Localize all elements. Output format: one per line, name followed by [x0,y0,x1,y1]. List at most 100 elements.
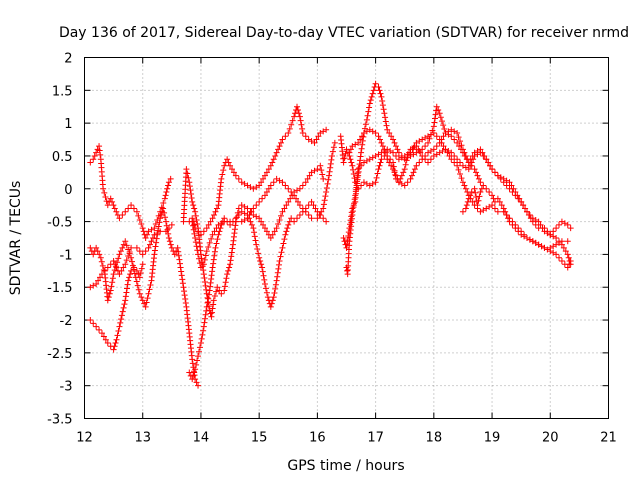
data-point-marker [203,248,210,255]
data-point-marker [146,286,153,293]
data-point-marker [288,121,295,128]
data-point-marker [212,244,219,251]
data-point-marker [318,208,325,215]
data-point-marker [162,214,169,221]
data-point-marker [520,202,527,209]
data-point-marker [93,149,100,156]
data-point-marker [279,208,286,215]
data-point-marker [328,156,335,163]
data-point-marker [516,195,523,202]
data-point-marker [153,235,160,242]
data-point-marker [431,115,438,122]
data-point-marker [475,175,482,182]
data-point-marker [395,179,402,186]
data-point-marker [320,201,327,208]
data-point-marker [213,240,220,247]
data-point-marker [270,179,277,186]
data-point-marker [369,90,376,97]
data-point-marker [347,146,354,153]
data-point-marker [437,114,444,121]
data-point-marker [487,162,494,169]
data-point-marker [247,218,254,225]
data-point-marker [93,323,100,330]
data-point-marker [390,149,397,156]
data-point-marker [353,184,360,191]
data-point-marker [260,175,267,182]
data-point-marker [214,284,221,291]
grid [84,57,609,419]
data-point-marker [413,143,420,150]
data-point-marker [139,261,146,268]
data-point-marker [288,215,295,222]
data-point-marker [269,159,276,166]
data-point-marker [291,113,298,120]
data-point-marker [165,182,172,189]
data-point-marker [197,340,204,347]
data-point-marker [331,139,338,146]
data-point-marker [114,332,121,339]
data-point-marker [97,151,104,158]
data-point-marker [221,287,228,294]
data-point-marker [258,218,265,225]
data-point-marker [426,135,433,142]
data-point-marker [252,237,259,244]
data-point-marker [411,166,418,173]
data-point-marker [275,146,282,153]
data-point-marker [340,235,347,241]
data-point-marker [378,156,385,163]
data-point-marker [349,208,356,215]
data-point-marker [207,310,214,317]
data-point-marker [221,162,228,169]
data-point-marker [283,202,290,209]
data-point-marker [352,192,359,199]
data-point-marker [87,159,94,166]
data-point-marker [390,163,397,170]
data-point-marker [210,256,217,263]
data-point-marker [263,228,270,235]
data-point-marker [344,267,351,274]
data-point-marker [278,249,285,256]
data-point-marker [372,179,379,186]
data-point-marker [129,258,136,265]
data-point-marker [476,193,483,200]
data-point-marker [197,264,204,271]
data-point-marker [96,143,103,150]
data-point-marker [118,267,125,274]
data-point-marker [219,171,226,178]
data-point-marker [326,168,333,175]
data-point-marker [116,271,123,278]
data-point-marker [108,283,115,290]
data-point-marker [457,159,464,166]
data-point-marker [160,199,167,206]
data-point-marker [392,171,399,178]
data-point-marker [99,262,106,269]
x-tick-label: 20 [542,431,559,446]
data-point-marker [97,254,104,261]
y-tick-label: -2 [60,314,73,329]
data-point-marker [285,129,292,136]
data-point-marker [341,155,348,162]
data-point-marker [223,275,230,282]
data-point-marker [203,225,210,232]
data-point-marker [302,179,309,186]
data-point-marker [254,245,261,252]
data-point-marker [457,171,464,178]
data-point-marker [387,156,394,163]
data-point-marker [377,90,384,97]
data-point-marker [110,346,117,353]
data-point-marker [383,122,390,129]
data-point-marker [122,297,129,304]
data-point-marker [268,300,275,307]
data-point-marker [133,278,140,285]
data-point-marker [366,100,373,107]
data-point-marker [272,281,279,288]
data-point-marker [470,156,477,163]
data-point-marker [127,271,134,278]
data-point-marker [161,209,168,216]
data-point-marker [111,343,118,350]
data-point-marker [270,294,277,301]
data-point-marker [263,169,270,176]
data-point-marker [485,159,492,166]
data-point-marker [269,297,276,304]
data-point-marker [558,241,565,248]
